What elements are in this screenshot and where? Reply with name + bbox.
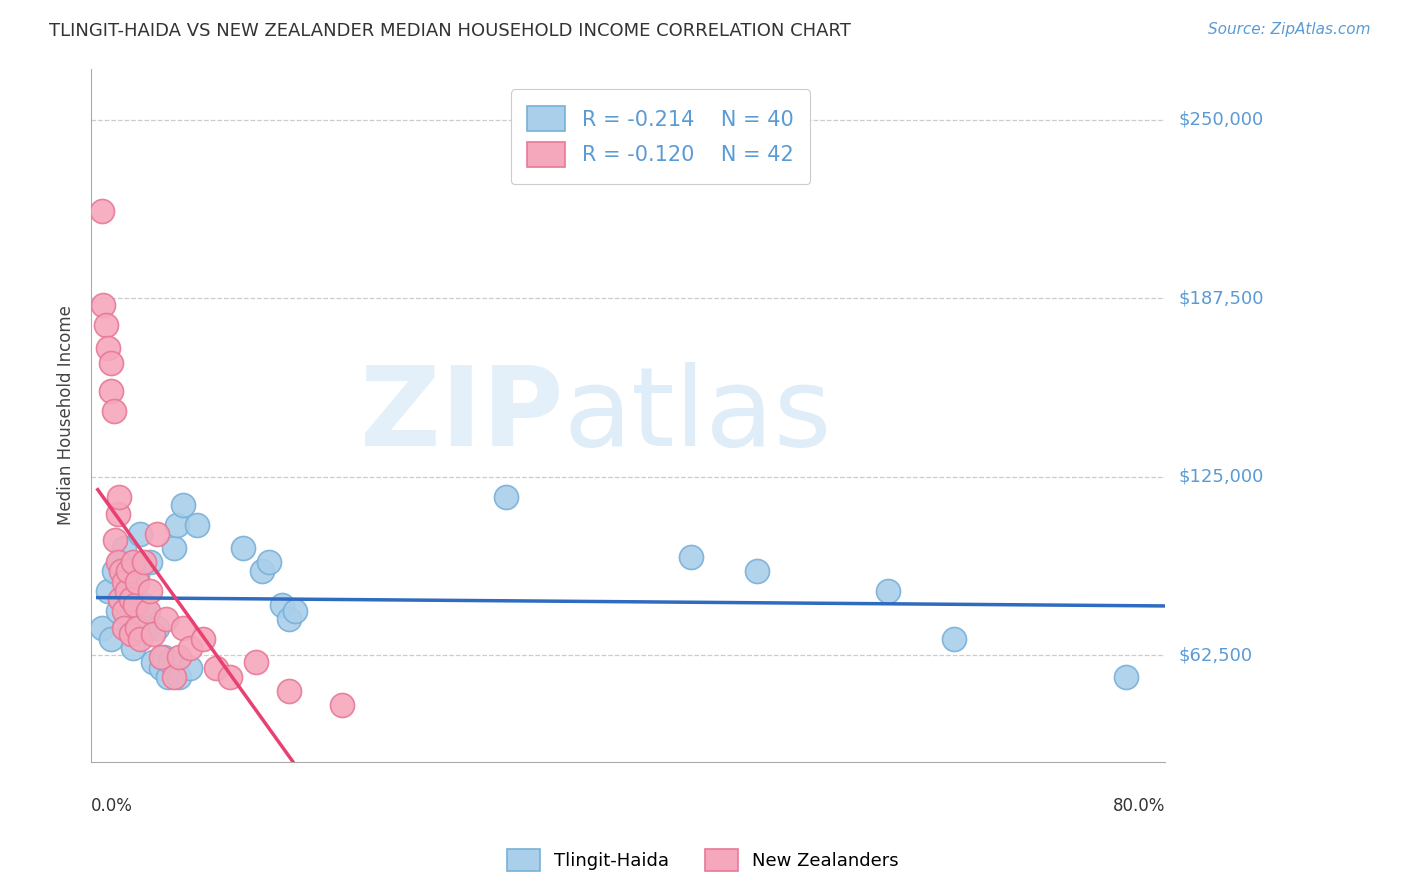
Point	[172, 621, 194, 635]
Point	[90, 621, 112, 635]
Point	[232, 541, 254, 555]
Point	[179, 640, 201, 655]
Point	[142, 626, 165, 640]
Point	[169, 669, 191, 683]
Point	[94, 318, 117, 333]
Point	[132, 598, 155, 612]
Point	[124, 598, 146, 612]
Point	[163, 541, 186, 555]
Point	[127, 569, 149, 583]
Point	[136, 621, 159, 635]
Point	[495, 490, 517, 504]
Point	[150, 661, 173, 675]
Point	[150, 649, 173, 664]
Text: 80.0%: 80.0%	[1112, 797, 1166, 815]
Point	[127, 575, 149, 590]
Point	[129, 526, 152, 541]
Point	[1115, 669, 1137, 683]
Text: $62,500: $62,500	[1180, 646, 1253, 665]
Text: Source: ZipAtlas.com: Source: ZipAtlas.com	[1208, 22, 1371, 37]
Point	[156, 669, 179, 683]
Point	[103, 404, 125, 418]
Point	[245, 655, 267, 669]
Point	[252, 564, 274, 578]
Point	[100, 632, 122, 647]
Point	[277, 683, 299, 698]
Point	[284, 604, 307, 618]
Point	[112, 541, 135, 555]
Point	[169, 649, 191, 664]
Point	[166, 518, 188, 533]
Point	[139, 555, 162, 569]
Point	[877, 583, 900, 598]
Point	[100, 384, 122, 398]
Point	[110, 564, 132, 578]
Point	[120, 575, 142, 590]
Point	[115, 583, 138, 598]
Point	[107, 604, 129, 618]
Point	[97, 341, 120, 355]
Point	[90, 204, 112, 219]
Point	[108, 592, 131, 607]
Text: 0.0%: 0.0%	[91, 797, 134, 815]
Point	[112, 604, 135, 618]
Point	[218, 669, 240, 683]
Point	[132, 555, 155, 569]
Point	[139, 583, 162, 598]
Text: ZIP: ZIP	[360, 362, 564, 469]
Point	[142, 655, 165, 669]
Text: $125,000: $125,000	[1180, 467, 1264, 486]
Point	[107, 507, 129, 521]
Point	[122, 555, 145, 569]
Point	[112, 575, 135, 590]
Point	[191, 632, 214, 647]
Point	[97, 583, 120, 598]
Point	[186, 518, 208, 533]
Point	[136, 604, 159, 618]
Legend: R = -0.214    N = 40, R = -0.120    N = 42: R = -0.214 N = 40, R = -0.120 N = 42	[510, 89, 810, 184]
Point	[257, 555, 280, 569]
Point	[159, 655, 181, 669]
Point	[205, 661, 228, 675]
Point	[172, 498, 194, 512]
Text: TLINGIT-HAIDA VS NEW ZEALANDER MEDIAN HOUSEHOLD INCOME CORRELATION CHART: TLINGIT-HAIDA VS NEW ZEALANDER MEDIAN HO…	[49, 22, 851, 40]
Point	[146, 526, 169, 541]
Point	[179, 661, 201, 675]
Point	[679, 549, 702, 564]
Point	[943, 632, 966, 647]
Text: atlas: atlas	[564, 362, 832, 469]
Text: $250,000: $250,000	[1180, 111, 1264, 129]
Legend: Tlingit-Haida, New Zealanders: Tlingit-Haida, New Zealanders	[501, 842, 905, 879]
Point	[104, 533, 127, 547]
Y-axis label: Median Household Income: Median Household Income	[58, 305, 75, 525]
Point	[271, 598, 294, 612]
Point	[115, 612, 138, 626]
Point	[107, 555, 129, 569]
Point	[110, 592, 132, 607]
Point	[112, 621, 135, 635]
Point	[330, 698, 353, 712]
Point	[146, 621, 169, 635]
Point	[100, 355, 122, 369]
Point	[745, 564, 768, 578]
Point	[108, 490, 131, 504]
Point	[163, 669, 186, 683]
Point	[129, 632, 152, 647]
Point	[277, 612, 299, 626]
Point	[103, 564, 125, 578]
Point	[127, 621, 149, 635]
Point	[91, 298, 114, 312]
Point	[155, 612, 177, 626]
Text: $187,500: $187,500	[1180, 289, 1264, 308]
Point	[122, 640, 145, 655]
Point	[120, 592, 142, 607]
Point	[152, 649, 174, 664]
Point	[108, 555, 131, 569]
Point	[120, 626, 142, 640]
Point	[117, 564, 139, 578]
